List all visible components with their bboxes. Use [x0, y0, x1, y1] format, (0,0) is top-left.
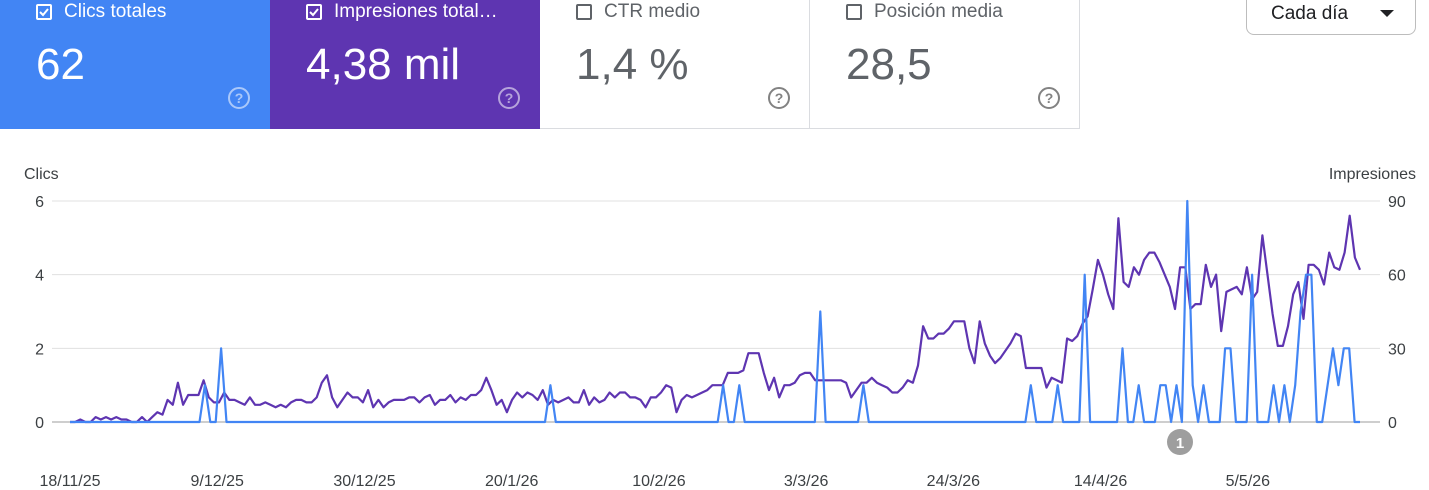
checkbox-unchecked-icon[interactable] — [846, 4, 862, 20]
metric-value: 4,38 mil — [306, 40, 461, 89]
metric-value: 62 — [36, 40, 85, 89]
metric-label: Posición media — [874, 1, 1003, 22]
caret-down-icon — [1380, 10, 1394, 17]
help-icon[interactable]: ? — [768, 87, 790, 109]
annotation-marker[interactable] — [1167, 429, 1193, 455]
metric-card-average-ctr[interactable]: CTR medio 1,4 % ? — [540, 0, 810, 129]
metric-value: 28,5 — [846, 40, 932, 89]
left-tick-label: 6 — [35, 194, 44, 211]
metric-card-total-clicks[interactable]: Clics totales 62 ? — [0, 0, 270, 129]
checkbox-unchecked-icon[interactable] — [576, 4, 592, 20]
granularity-selected: Cada día — [1271, 3, 1349, 24]
help-icon[interactable]: ? — [228, 87, 250, 109]
checkbox-checked-icon[interactable] — [36, 4, 52, 20]
metric-label: Clics totales — [64, 1, 167, 22]
granularity-dropdown[interactable]: Cada día — [1246, 0, 1416, 35]
help-icon[interactable]: ? — [498, 87, 520, 109]
x-tick-label: 30/12/25 — [333, 473, 395, 490]
metric-value: 1,4 % — [576, 40, 689, 89]
metric-cards: Clics totales 62 ? Impresiones total… 4,… — [0, 0, 1080, 129]
x-tick-label: 20/1/26 — [485, 473, 538, 490]
metric-label: CTR medio — [604, 1, 701, 22]
x-tick-label: 9/12/25 — [191, 473, 244, 490]
left-tick-label: 2 — [35, 341, 44, 358]
x-tick-label: 3/3/26 — [784, 473, 829, 490]
series-line-impresiones — [70, 214, 1362, 424]
metric-card-average-position[interactable]: Posición media 28,5 ? — [810, 0, 1080, 129]
right-tick-label: 60 — [1388, 268, 1406, 285]
left-tick-label: 4 — [35, 268, 44, 285]
left-axis-title: Clics — [24, 166, 59, 183]
x-tick-label: 24/3/26 — [927, 473, 980, 490]
metric-label: Impresiones total… — [334, 1, 498, 22]
help-icon[interactable]: ? — [1038, 87, 1060, 109]
x-tick-label: 10/2/26 — [632, 473, 685, 490]
right-tick-label: 0 — [1388, 415, 1397, 432]
x-tick-label: 14/4/26 — [1074, 473, 1127, 490]
right-axis-title: Impresiones — [1328, 166, 1416, 183]
annotation-label: 1 — [1176, 435, 1184, 452]
series-line-clics — [70, 199, 1360, 424]
metric-card-total-impressions[interactable]: Impresiones total… 4,38 mil ? — [270, 0, 540, 129]
x-tick-label: 5/5/26 — [1226, 473, 1271, 490]
right-tick-label: 90 — [1388, 194, 1406, 211]
checkbox-checked-icon[interactable] — [306, 4, 322, 20]
x-tick-label: 18/11/25 — [39, 473, 100, 490]
right-tick-label: 30 — [1388, 341, 1406, 358]
left-tick-label: 0 — [35, 415, 44, 432]
